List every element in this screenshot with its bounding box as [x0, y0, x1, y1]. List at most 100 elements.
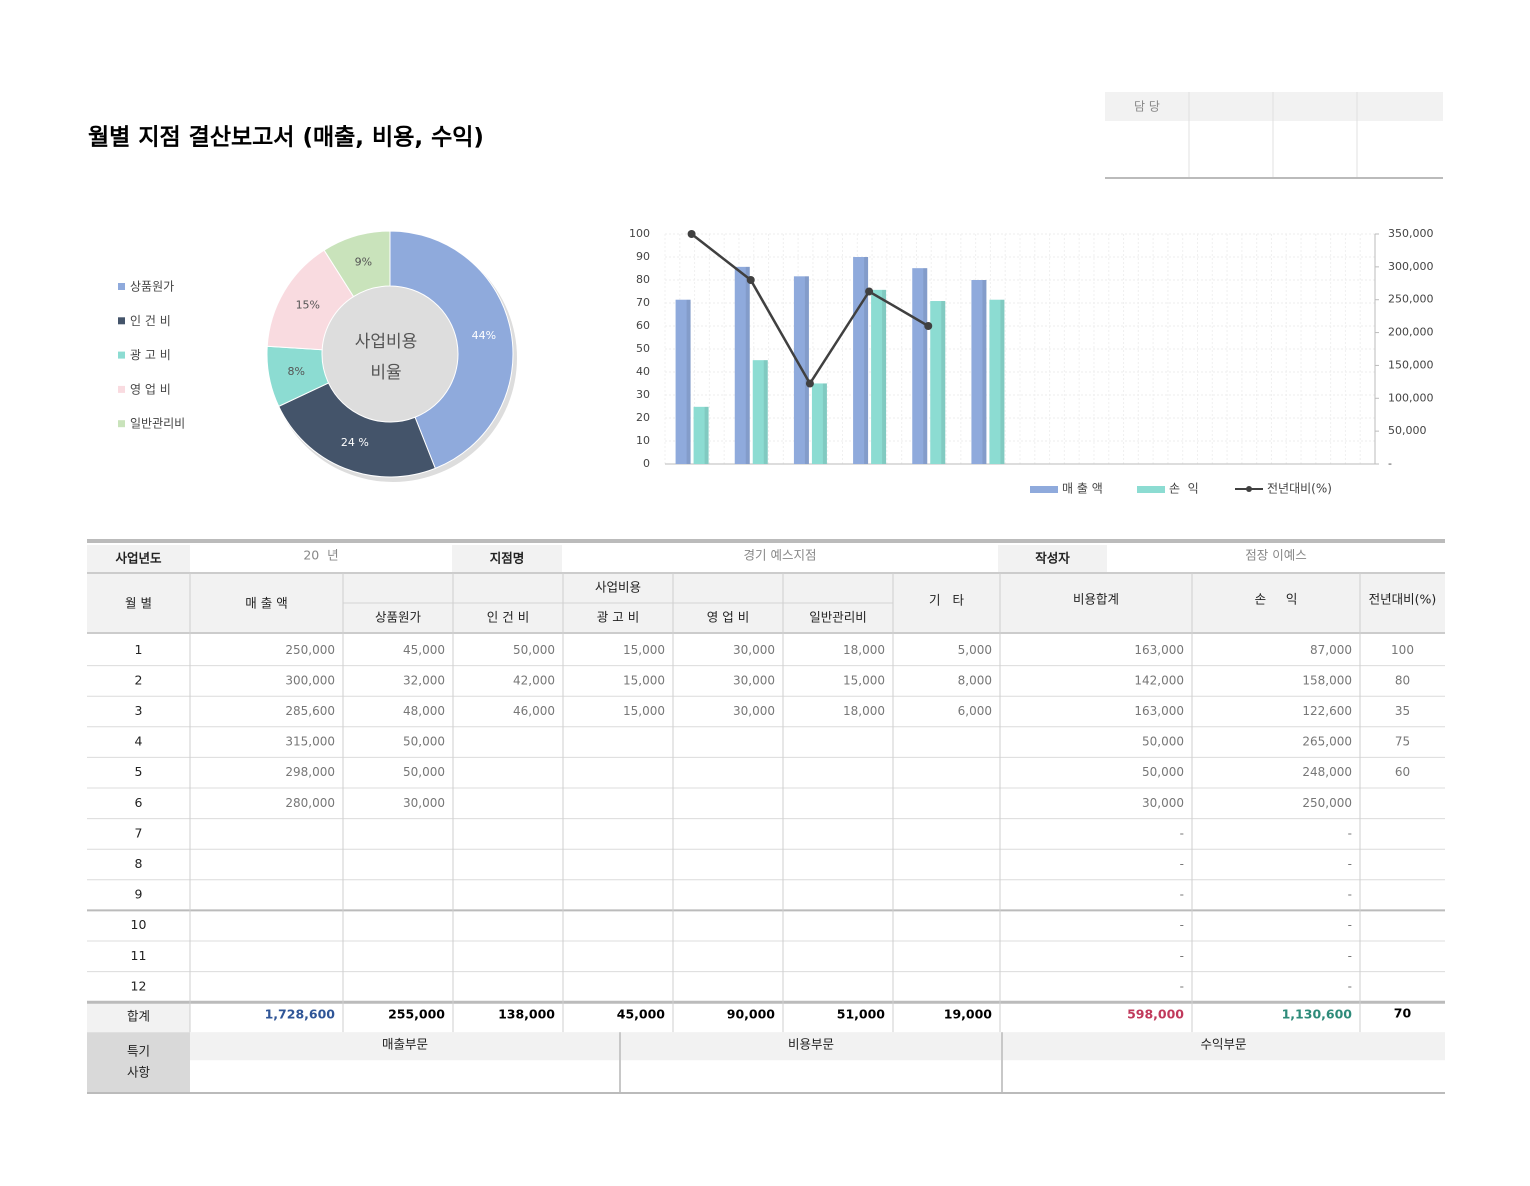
- column-header: 전년대비(%): [1369, 592, 1437, 607]
- table-cell: 50,000: [1142, 735, 1184, 749]
- month-cell: 11: [131, 948, 147, 963]
- table-cell: 50,000: [1142, 765, 1184, 779]
- table-cell: 87,000: [1310, 643, 1352, 657]
- total-cell: 19,000: [944, 1007, 993, 1022]
- table-cell: 30,000: [403, 796, 445, 810]
- y-tick-label: 0: [643, 457, 650, 470]
- table-cell: -: [1180, 918, 1184, 932]
- bar-shade: [745, 266, 750, 464]
- y2-tick-label: -: [1388, 457, 1392, 470]
- y-tick-label: 80: [636, 273, 650, 286]
- table-cell: 8,000: [958, 673, 992, 687]
- column-header: 영 업 비: [707, 610, 749, 625]
- pie-value-label: 24 %: [341, 436, 369, 449]
- notes-section-label: 비용부문: [788, 1037, 834, 1052]
- table-cell: 32,000: [403, 673, 445, 687]
- y-tick-label: 10: [636, 434, 650, 447]
- bar-shade: [982, 280, 987, 464]
- pie-value-label: 9%: [355, 255, 372, 268]
- bar-shade: [882, 289, 887, 464]
- table-cell: 60: [1395, 765, 1410, 779]
- table-cell: 163,000: [1134, 643, 1184, 657]
- y-tick-label: 50: [636, 342, 650, 355]
- table-cell: 15,000: [623, 643, 665, 657]
- bar-shade: [686, 299, 691, 464]
- notes-label: 사항: [127, 1065, 151, 1080]
- table-cell: 6,000: [958, 704, 992, 718]
- table-cell: -: [1180, 979, 1184, 993]
- table-cell: 248,000: [1302, 765, 1352, 779]
- legend-label: 광 고 비: [130, 348, 171, 362]
- y2-tick-label: 300,000: [1388, 260, 1434, 273]
- legend-swatch: [118, 317, 125, 325]
- pie-center-label: 사업비용: [355, 332, 418, 352]
- column-header: 월 별: [125, 596, 152, 611]
- bar-shade: [704, 406, 709, 464]
- info-value: 20 년: [303, 548, 338, 563]
- pie-value-label: 44%: [472, 329, 496, 342]
- bar-shade: [804, 276, 809, 464]
- table-cell: 280,000: [285, 796, 335, 810]
- month-cell: 12: [131, 978, 147, 993]
- table-cell: 80: [1395, 673, 1410, 687]
- pie-slice: [389, 230, 514, 470]
- month-cell: 9: [135, 887, 143, 902]
- table-cell: 122,600: [1302, 704, 1352, 718]
- table-cell: 15,000: [623, 704, 665, 718]
- month-cell: 5: [135, 764, 143, 779]
- table-cell: 50,000: [403, 765, 445, 779]
- line-marker: [865, 287, 874, 296]
- bar-shade: [763, 360, 768, 464]
- table-cell: 18,000: [843, 643, 885, 657]
- bar-shade: [864, 257, 869, 464]
- y-tick-label: 70: [636, 296, 650, 309]
- column-header: 비용합계: [1073, 592, 1119, 607]
- bar: [871, 289, 887, 464]
- total-cell: 45,000: [617, 1007, 666, 1022]
- month-cell: 3: [135, 703, 143, 718]
- info-label: 지점명: [490, 551, 525, 566]
- month-cell: 10: [131, 917, 147, 932]
- month-cell: 6: [135, 795, 143, 810]
- line-marker: [805, 379, 814, 388]
- legend-swatch: [1030, 486, 1058, 493]
- pie-center-label: 비율: [370, 363, 401, 383]
- table-cell: 46,000: [513, 704, 555, 718]
- info-label-bg: [452, 545, 562, 573]
- line-marker: [687, 230, 696, 238]
- line-marker: [924, 322, 933, 330]
- table-cell: 265,000: [1302, 735, 1352, 749]
- table-cell: 5,000: [958, 643, 992, 657]
- line-marker: [746, 276, 755, 284]
- total-cell: 1,728,600: [265, 1007, 336, 1022]
- table-cell: 48,000: [403, 704, 445, 718]
- total-cell: 70: [1394, 1006, 1412, 1021]
- column-header: 인 건 비: [487, 610, 529, 625]
- legend-swatch: [118, 385, 125, 393]
- table-cell: 30,000: [733, 704, 775, 718]
- info-value: 경기 예스지점: [744, 548, 817, 563]
- legend-swatch: [118, 283, 125, 290]
- y-tick-label: 60: [636, 319, 650, 332]
- total-label: 합계: [127, 1009, 150, 1024]
- legend-marker: [1246, 486, 1252, 492]
- y-tick-label: 100: [629, 227, 650, 240]
- table-cell: -: [1180, 888, 1184, 902]
- column-header: 상품원가: [375, 610, 422, 625]
- bar-shade: [923, 268, 928, 464]
- bar-shade: [1000, 299, 1005, 464]
- y2-tick-label: 100,000: [1388, 391, 1434, 404]
- column-header: 기 타: [929, 593, 964, 608]
- legend-label: 일반관리비: [130, 417, 185, 431]
- month-cell: 4: [135, 734, 143, 749]
- total-cell: 138,000: [498, 1007, 555, 1022]
- table-cell: 300,000: [285, 673, 335, 687]
- y-tick-label: 90: [636, 250, 650, 263]
- pie-slice: [278, 382, 436, 478]
- y-tick-label: 20: [636, 411, 650, 424]
- y2-tick-label: 200,000: [1388, 326, 1434, 339]
- legend-label: 인 건 비: [130, 314, 171, 328]
- notes-section-label: 수익부문: [1200, 1037, 1246, 1052]
- bar: [734, 266, 750, 464]
- column-header: 매 출 액: [245, 596, 287, 611]
